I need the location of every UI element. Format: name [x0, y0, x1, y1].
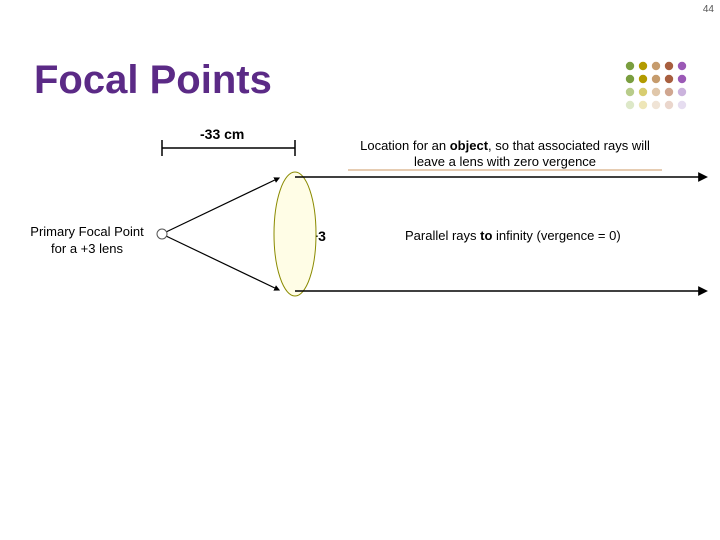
lens-power-label: +3 [310, 228, 326, 244]
definition-bold: object [450, 138, 488, 153]
focal-line1: Primary Focal Point [30, 224, 143, 239]
parallel-bold: to [480, 228, 492, 243]
definition-prefix: Location for an [360, 138, 450, 153]
focal-line2: for a +3 lens [51, 241, 123, 256]
parallel-prefix: Parallel rays [405, 228, 480, 243]
definition-text: Location for an object, so that associat… [348, 138, 662, 171]
focal-point-caption: Primary Focal Point for a +3 lens [22, 224, 152, 258]
measurement-label: -33 cm [200, 126, 244, 142]
parallel-ray-label: Parallel rays to infinity (vergence = 0) [405, 228, 621, 243]
slide-title: Focal Points [34, 58, 272, 103]
page-number: 44 [703, 4, 714, 15]
parallel-suffix: infinity (vergence = 0) [492, 228, 620, 243]
decorative-dot-grid [622, 58, 702, 118]
